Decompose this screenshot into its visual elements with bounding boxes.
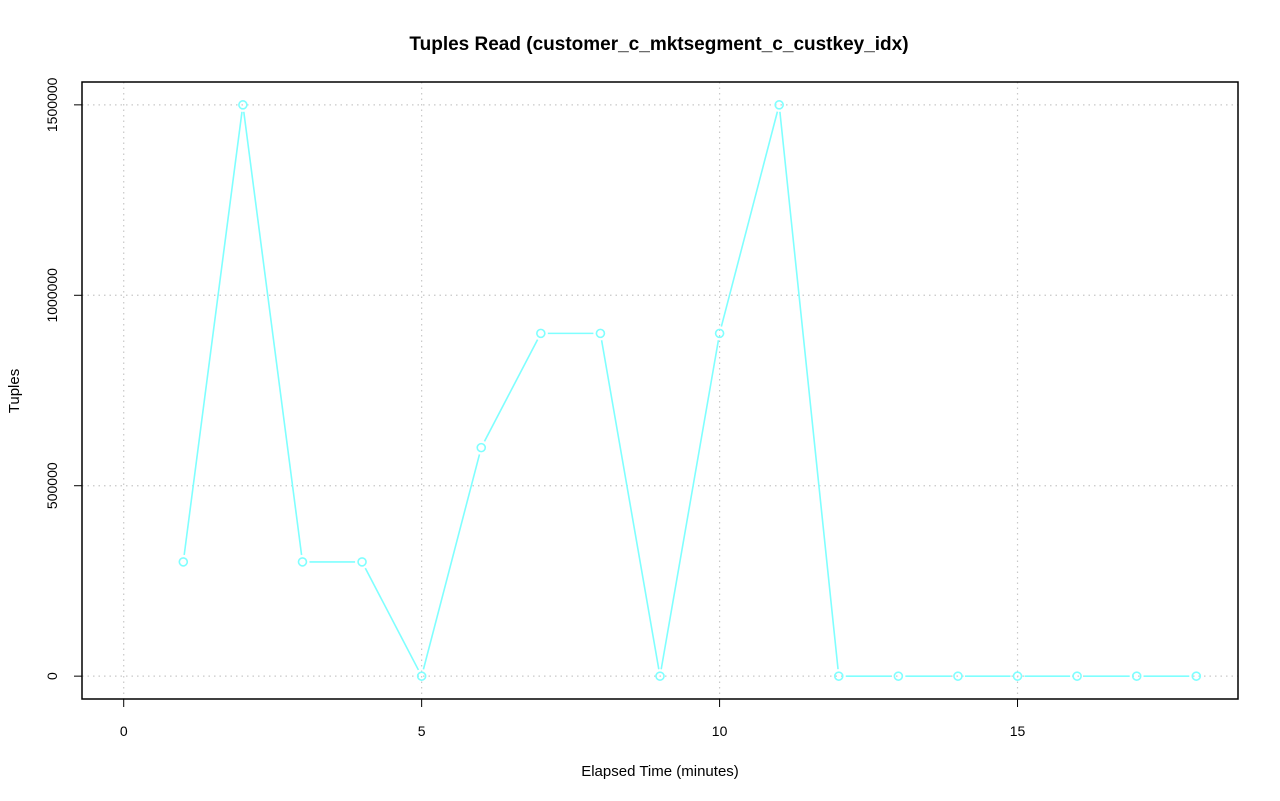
- data-point: [1012, 671, 1023, 681]
- series-segment: [422, 454, 481, 670]
- y-tick-label: 0: [44, 672, 60, 680]
- x-axis: 0 5 10 15: [120, 699, 1026, 739]
- data-point: [714, 328, 725, 339]
- data-point: [1072, 671, 1082, 681]
- series-segment: [483, 339, 539, 442]
- data-point: [238, 100, 248, 110]
- series-layer: [178, 100, 1202, 681]
- data-point: [297, 557, 308, 567]
- data-point: [476, 442, 487, 453]
- series-segment: [364, 567, 420, 671]
- x-tick-label: 5: [418, 723, 426, 739]
- data-point: [357, 557, 367, 567]
- x-axis-label: Elapsed Time (minutes): [581, 763, 739, 780]
- x-tick-label: 0: [120, 723, 128, 739]
- data-point: [178, 557, 189, 567]
- y-tick-label: 1500000: [44, 77, 60, 132]
- series-segment: [779, 111, 839, 670]
- data-point: [953, 671, 963, 681]
- y-tick-label: 1000000: [44, 268, 60, 323]
- data-point: [595, 328, 606, 339]
- data-point: [833, 671, 844, 681]
- data-point: [774, 100, 784, 110]
- x-tick-label: 10: [712, 723, 728, 739]
- series-segment: [660, 340, 720, 670]
- grid: [82, 82, 1238, 699]
- data-point: [1131, 671, 1142, 681]
- chart-title: Tuples Read (customer_c_mktsegment_c_cus…: [409, 34, 908, 55]
- data-point: [416, 671, 427, 681]
- y-axis: 0 500000 1000000 1500000: [44, 77, 82, 680]
- series-segment: [183, 111, 243, 556]
- data-point: [536, 328, 546, 339]
- plot-frame: [81, 81, 1239, 700]
- x-tick-label: 15: [1010, 723, 1026, 739]
- series-segment: [242, 111, 303, 556]
- data-point: [655, 671, 665, 681]
- data-point: [1191, 671, 1202, 681]
- y-tick-label: 500000: [44, 462, 60, 509]
- y-axis-label: Tuples: [6, 369, 23, 413]
- series-segment: [600, 340, 660, 670]
- data-point: [893, 671, 904, 681]
- series-segment: [720, 111, 779, 327]
